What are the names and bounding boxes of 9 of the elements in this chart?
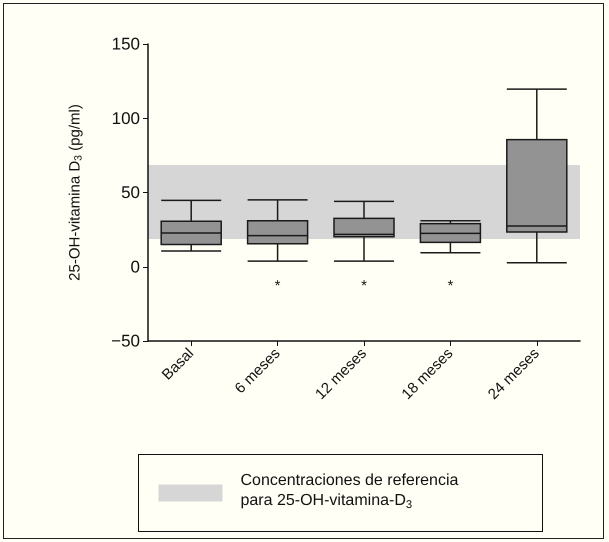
y-tick-label: 100 (112, 108, 140, 128)
y-tick-label: −50 (111, 332, 140, 350)
y-axis-title: 25-OH-vitamina D3 (pg/ml) (66, 104, 84, 281)
y-tick-label: 150 (112, 34, 140, 54)
y-tick-label: 0 (130, 257, 140, 276)
y-tick-label: 50 (121, 183, 140, 202)
annotation: * (274, 278, 281, 295)
annotation: * (361, 278, 368, 295)
annotation: * (447, 278, 454, 295)
